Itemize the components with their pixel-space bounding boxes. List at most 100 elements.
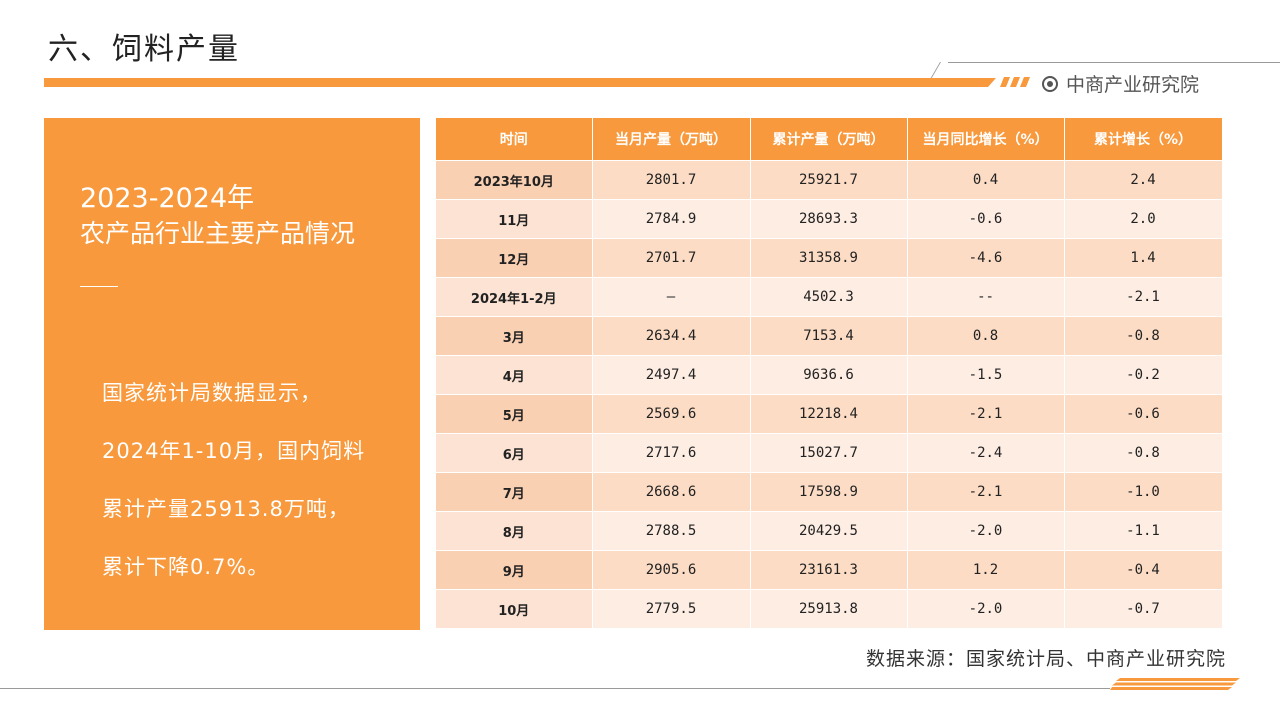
table-header-row: 时间 当月产量（万吨） 累计产量（万吨） 当月同比增长（%） 累计增长（%） bbox=[436, 118, 1223, 161]
cell-cumulative-growth: -0.8 bbox=[1064, 433, 1223, 473]
cell-cumulative-output: 20429.5 bbox=[750, 511, 908, 551]
cell-cumulative-growth: -1.1 bbox=[1064, 511, 1223, 551]
table-row: 2023年10月 2801.7 25921.7 0.4 2.4 bbox=[436, 160, 1223, 200]
table-row: 11月 2784.9 28693.3 -0.6 2.0 bbox=[436, 199, 1223, 239]
cell-monthly-output: — bbox=[592, 277, 751, 317]
cell-cumulative-output: 15027.7 bbox=[750, 433, 908, 473]
cell-cumulative-growth: -0.7 bbox=[1064, 589, 1223, 628]
cell-monthly-output: 2569.6 bbox=[592, 394, 751, 434]
cell-cumulative-growth: -1.0 bbox=[1064, 472, 1223, 512]
cell-cumulative-growth: 2.0 bbox=[1064, 199, 1223, 239]
cell-monthly-output: 2701.7 bbox=[592, 238, 751, 278]
header-cumulative-growth: 累计增长（%） bbox=[1064, 118, 1223, 161]
header-monthly-output: 当月产量（万吨） bbox=[592, 118, 751, 161]
cell-monthly-yoy: -- bbox=[907, 277, 1065, 317]
cell-monthly-yoy: -0.6 bbox=[907, 199, 1065, 239]
table-row: 3月 2634.4 7153.4 0.8 -0.8 bbox=[436, 316, 1223, 356]
panel-summary-text: 国家统计局数据显示， 2024年1-10月，国内饲料 累计产量25913.8万吨… bbox=[102, 364, 365, 596]
cell-cumulative-output: 31358.9 bbox=[750, 238, 908, 278]
cell-monthly-output: 2779.5 bbox=[592, 589, 751, 628]
table-row: 2024年1-2月 —4502.3 -- -2.1 bbox=[436, 277, 1223, 317]
header-cumulative-output: 累计产量（万吨） bbox=[750, 118, 908, 161]
cell-time: 12月 bbox=[436, 238, 593, 278]
panel-divider bbox=[80, 286, 118, 287]
brand: 中商产业研究院 bbox=[1042, 70, 1199, 97]
feed-production-table: 时间 当月产量（万吨） 累计产量（万吨） 当月同比增长（%） 累计增长（%） 2… bbox=[436, 118, 1223, 628]
cell-cumulative-growth: -0.6 bbox=[1064, 394, 1223, 434]
header-rule-slash bbox=[930, 62, 951, 78]
footer-stripes bbox=[1110, 678, 1240, 690]
cell-time: 6月 bbox=[436, 433, 593, 473]
cell-monthly-yoy: -2.0 bbox=[907, 589, 1065, 628]
summary-line: 2024年1-10月，国内饲料 bbox=[102, 439, 366, 463]
data-source: 数据来源：国家统计局、中商产业研究院 bbox=[865, 648, 1226, 670]
header-monthly-yoy: 当月同比增长（%） bbox=[907, 118, 1065, 161]
header-rule bbox=[948, 62, 1280, 63]
table-row: 4月 2497.4 9636.6 -1.5 -0.2 bbox=[436, 355, 1223, 395]
cell-monthly-output: 2634.4 bbox=[592, 316, 751, 356]
header-stripes bbox=[1000, 77, 1030, 87]
cell-time: 2024年1-2月 bbox=[436, 277, 593, 317]
target-icon bbox=[1042, 75, 1058, 92]
summary-line: 累计产量25913.8万吨， bbox=[102, 497, 350, 521]
header-time: 时间 bbox=[436, 118, 593, 161]
cell-monthly-output: 2801.7 bbox=[592, 160, 751, 200]
cell-monthly-yoy: 0.4 bbox=[907, 160, 1065, 200]
cell-monthly-output: 2717.6 bbox=[592, 433, 751, 473]
cell-time: 5月 bbox=[436, 394, 593, 434]
table-row: 9月 2905.6 23161.3 1.2 -0.4 bbox=[436, 550, 1223, 590]
table-row: 10月 2779.5 25913.8 -2.0 -0.7 bbox=[436, 589, 1223, 628]
title-accent-bar bbox=[44, 78, 996, 87]
cell-cumulative-growth: -0.8 bbox=[1064, 316, 1223, 356]
summary-line: 国家统计局数据显示， bbox=[102, 381, 322, 405]
cell-monthly-yoy: 1.2 bbox=[907, 550, 1065, 590]
cell-time: 10月 bbox=[436, 589, 593, 628]
cell-cumulative-growth: -0.4 bbox=[1064, 550, 1223, 590]
cell-time: 8月 bbox=[436, 511, 593, 551]
cell-monthly-output: 2905.6 bbox=[592, 550, 751, 590]
cell-monthly-yoy: -4.6 bbox=[907, 238, 1065, 278]
page-title: 六、饲料产量 bbox=[48, 32, 240, 67]
cell-cumulative-output: 25913.8 bbox=[750, 589, 908, 628]
brand-name: 中商产业研究院 bbox=[1066, 74, 1200, 96]
cell-time: 11月 bbox=[436, 199, 593, 239]
footer-rule bbox=[0, 688, 1110, 689]
cell-cumulative-growth: -2.1 bbox=[1064, 277, 1223, 317]
cell-cumulative-growth: 2.4 bbox=[1064, 160, 1223, 200]
cell-monthly-yoy: -2.1 bbox=[907, 472, 1065, 512]
table-row: 7月 2668.6 17598.9 -2.1 -1.0 bbox=[436, 472, 1223, 512]
table-body: 2023年10月 2801.7 25921.7 0.4 2.4 11月 2784.9 2869… bbox=[436, 160, 1223, 628]
cell-time: 4月 bbox=[436, 355, 593, 395]
cell-cumulative-output: 7153.4 bbox=[750, 316, 908, 356]
cell-monthly-yoy: -1.5 bbox=[907, 355, 1065, 395]
summary-line: 累计下降0.7%。 bbox=[102, 555, 270, 579]
cell-cumulative-growth: -0.2 bbox=[1064, 355, 1223, 395]
cell-monthly-yoy: 0.8 bbox=[907, 316, 1065, 356]
cell-monthly-output: 2784.9 bbox=[592, 199, 751, 239]
summary-panel: 2023-2024年 农产品行业主要产品情况 国家统计局数据显示， 2024年1… bbox=[44, 118, 420, 630]
table-row: 5月 2569.6 12218.4 -2.1 -0.6 bbox=[436, 394, 1223, 434]
cell-cumulative-output: 4502.3 bbox=[750, 277, 908, 317]
panel-title-subject: 农产品行业主要产品情况 bbox=[80, 219, 356, 248]
cell-time: 7月 bbox=[436, 472, 593, 512]
cell-monthly-yoy: -2.0 bbox=[907, 511, 1065, 551]
cell-cumulative-output: 9636.6 bbox=[750, 355, 908, 395]
cell-monthly-yoy: -2.4 bbox=[907, 433, 1065, 473]
cell-monthly-output: 2668.6 bbox=[592, 472, 751, 512]
cell-monthly-output: 2497.4 bbox=[592, 355, 751, 395]
table-row: 8月 2788.5 20429.5 -2.0 -1.1 bbox=[436, 511, 1223, 551]
cell-time: 9月 bbox=[436, 550, 593, 590]
cell-cumulative-output: 12218.4 bbox=[750, 394, 908, 434]
cell-cumulative-output: 25921.7 bbox=[750, 160, 908, 200]
cell-time: 3月 bbox=[436, 316, 593, 356]
table-row: 12月 2701.7 31358.9 -4.6 1.4 bbox=[436, 238, 1223, 278]
panel-title-year: 2023-2024年 bbox=[80, 183, 255, 214]
cell-monthly-output: 2788.5 bbox=[592, 511, 751, 551]
table-row: 6月 2717.6 15027.7 -2.4 -0.8 bbox=[436, 433, 1223, 473]
cell-cumulative-output: 23161.3 bbox=[750, 550, 908, 590]
cell-cumulative-output: 28693.3 bbox=[750, 199, 908, 239]
cell-cumulative-output: 17598.9 bbox=[750, 472, 908, 512]
cell-time: 2023年10月 bbox=[436, 160, 593, 200]
cell-cumulative-growth: 1.4 bbox=[1064, 238, 1223, 278]
cell-monthly-yoy: -2.1 bbox=[907, 394, 1065, 434]
